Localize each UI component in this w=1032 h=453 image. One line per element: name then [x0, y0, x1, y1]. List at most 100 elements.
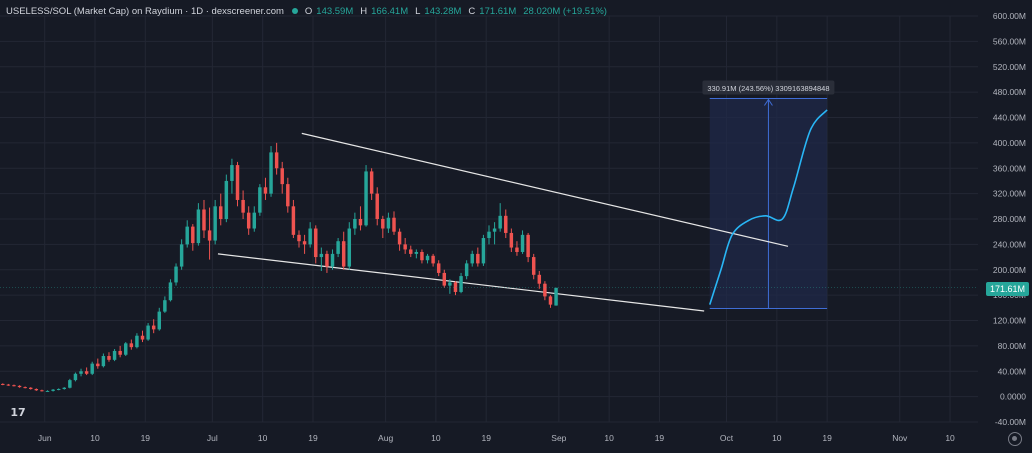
candle-up	[364, 171, 368, 226]
measure-label-bg	[702, 80, 835, 95]
x-axis[interactable]: Jun 10 19 Jul 10 19 Aug 10 19 Sep 10 19 Oct 10 19 Nov 10	[38, 433, 955, 443]
x-tick-label: 10	[90, 433, 100, 443]
candle-down	[96, 363, 100, 367]
candle-up	[425, 255, 430, 261]
candle-down	[140, 335, 145, 340]
candle-down	[409, 249, 413, 254]
candle-down	[40, 390, 44, 392]
open-value: 143.59M	[316, 5, 354, 17]
x-tick-label: 19	[822, 433, 832, 443]
x-tick-label: Jul	[207, 433, 218, 443]
low-value: 143.28M	[424, 5, 462, 17]
candle-down	[358, 219, 363, 226]
y-tick-label: 480.00M	[993, 87, 1026, 97]
last-price-badge: 171.61M	[986, 282, 1030, 296]
x-tick-label: 19	[308, 433, 318, 443]
measure-label-group: 330.91M (243.56%) 3309163894848	[702, 80, 835, 95]
candle-up	[79, 371, 83, 374]
high-value: 166.41M	[371, 5, 409, 17]
candle-down	[302, 241, 307, 245]
candle-down	[17, 385, 22, 388]
candle-up	[308, 228, 312, 245]
candle-up	[481, 238, 486, 264]
x-tick-label: Nov	[892, 433, 908, 443]
x-tick-label: 10	[258, 433, 268, 443]
candle-down	[442, 272, 447, 286]
candle-down	[381, 219, 385, 229]
y-tick-label: 240.00M	[993, 239, 1026, 249]
candle-up	[146, 325, 150, 340]
candle-down	[341, 241, 346, 267]
candle-up	[347, 228, 352, 267]
y-tick-label: 600.00M	[993, 11, 1026, 21]
candle-down	[420, 251, 424, 261]
candle-down	[84, 371, 89, 374]
candle-down	[118, 350, 122, 355]
candle-down	[537, 274, 542, 284]
y-tick-label: 80.00M	[998, 341, 1026, 351]
candle-up	[554, 287, 558, 306]
candle-down	[246, 212, 251, 229]
candle-up	[163, 300, 167, 312]
candle-up	[498, 215, 502, 229]
close-key: C	[468, 5, 476, 17]
y-tick-label: 440.00M	[993, 113, 1026, 123]
candle-up	[224, 180, 229, 219]
candle-up	[112, 350, 117, 360]
candle-up	[157, 311, 162, 330]
trendlines[interactable]	[217, 132, 789, 312]
tradingview-logo-icon[interactable]: 17	[10, 405, 26, 419]
y-tick-label: 520.00M	[993, 62, 1026, 72]
candle-up	[492, 228, 497, 232]
candle-down	[280, 168, 284, 185]
candle-down	[369, 171, 374, 194]
candle-down	[241, 199, 245, 213]
candle-up	[124, 343, 128, 355]
chart-header: USELESS/SOL (Market Cap) on Raydium · 1D…	[6, 3, 610, 19]
candle-down	[207, 230, 212, 241]
candle-up	[386, 217, 391, 229]
candle-down	[129, 343, 134, 348]
candle-down	[548, 296, 553, 305]
candle-up	[470, 253, 474, 264]
measure-tool[interactable]	[709, 97, 828, 309]
x-tick-label: 10	[772, 433, 782, 443]
x-tick-label: 19	[141, 433, 151, 443]
candle-down	[504, 215, 508, 233]
candle-down	[274, 152, 279, 169]
candle-up	[464, 263, 469, 277]
candle-down	[12, 385, 16, 387]
x-tick-label: Oct	[720, 433, 734, 443]
candle-down	[531, 257, 536, 275]
candle-up	[185, 226, 189, 245]
candle-up	[230, 165, 234, 181]
status-dot-icon	[291, 8, 298, 14]
change-value: 28.020M (+19.51%)	[523, 5, 607, 17]
candle-up	[330, 253, 335, 267]
candle-up	[459, 276, 463, 292]
x-tick-label: 10	[604, 433, 614, 443]
candle-down	[151, 325, 156, 330]
candle-down	[202, 209, 206, 231]
candle-down	[543, 283, 547, 297]
candle-up	[448, 282, 452, 286]
measure-arrow-head	[764, 98, 773, 106]
candle-down	[325, 253, 329, 267]
candle-up	[168, 282, 173, 301]
candle-up	[174, 266, 178, 283]
high-key: H	[360, 5, 368, 17]
x-tick-label: Sep	[551, 433, 566, 443]
candle-down	[263, 187, 268, 194]
candle-up	[252, 212, 257, 229]
measure-label: 330.91M (243.56%) 3309163894848	[707, 84, 829, 93]
candle-down	[29, 387, 33, 390]
y-tick-label: 40.00M	[998, 366, 1026, 376]
gear-icon[interactable]	[1008, 432, 1022, 446]
candle-up	[51, 389, 55, 391]
y-tick-label: 200.00M	[993, 265, 1026, 275]
y-axis[interactable]: 600.00M 560.00M 520.00M 480.00M 440.00M 400.0…	[993, 11, 1026, 427]
x-tick-label: 10	[431, 433, 441, 443]
candle-up	[414, 251, 419, 254]
